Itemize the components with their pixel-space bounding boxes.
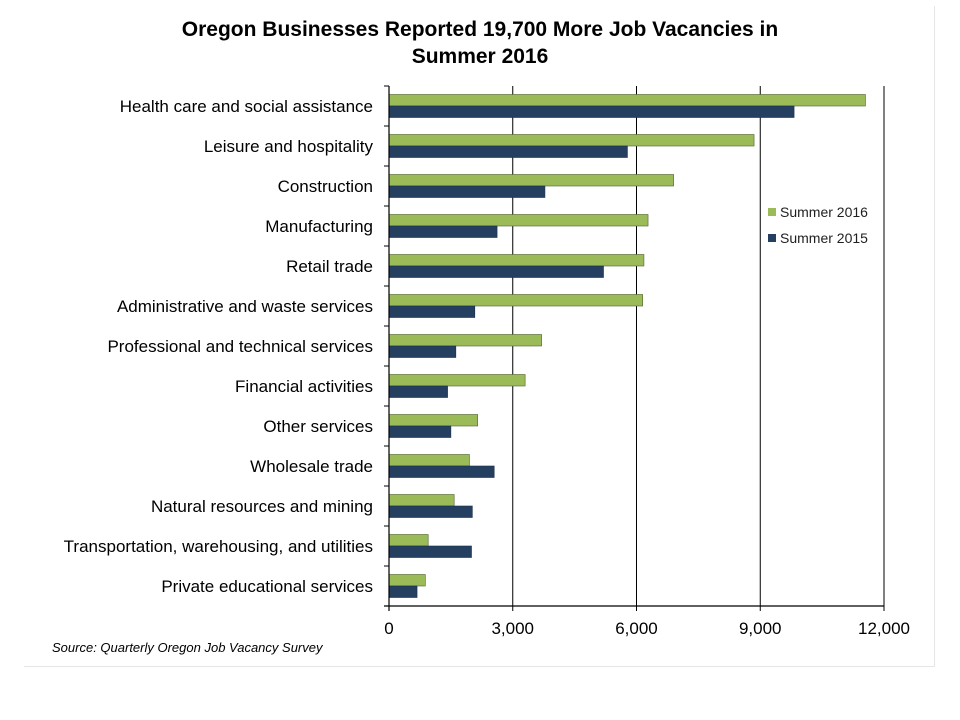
category-label-wholesale-trade: Wholesale trade: [250, 457, 373, 476]
legend-swatch-summer-2016: [768, 208, 776, 216]
category-label-other-services: Other services: [263, 417, 373, 436]
bar-summer-2016-retail-trade: [388, 254, 645, 267]
category-label-professional-and-technical-services: Professional and technical services: [107, 337, 373, 356]
bar-summer-2016-health-care-and-social-assistance: [388, 94, 866, 107]
chart-title: Oregon Businesses Reported 19,700 More J…: [182, 18, 778, 68]
category-label-private-educational-services: Private educational services: [161, 577, 373, 596]
bar-summer-2016-transportation-warehousing-and-utilities: [388, 534, 429, 547]
bar-summer-2016-manufacturing: [388, 214, 649, 227]
chart-title-line-1: Oregon Businesses Reported 19,700 More J…: [182, 18, 778, 41]
legend-swatch-summer-2015: [768, 234, 776, 242]
category-label-manufacturing: Manufacturing: [265, 217, 373, 236]
bar-summer-2015-administrative-and-waste-services: [388, 305, 476, 318]
bar-summer-2016-construction: [388, 174, 674, 187]
category-label-financial-activities: Financial activities: [235, 377, 373, 396]
bar-summer-2016-financial-activities: [388, 374, 526, 387]
bar-summer-2015-natural-resources-and-mining: [388, 505, 473, 518]
chart-frame: [24, 6, 935, 667]
legend-label-summer-2015: Summer 2015: [780, 230, 868, 246]
bars: [388, 94, 866, 598]
category-label-health-care-and-social-assistance: Health care and social assistance: [120, 97, 373, 116]
bar-summer-2015-construction: [388, 185, 546, 198]
x-tick-label-12000: 12,000: [858, 619, 910, 638]
bar-summer-2016-administrative-and-waste-services: [388, 294, 643, 307]
legend: Summer 2016 Summer 2015: [768, 204, 868, 246]
chart-title-line-2: Summer 2016: [412, 45, 549, 68]
source-note: Source: Quarterly Oregon Job Vacancy Sur…: [52, 640, 324, 655]
category-label-transportation-warehousing-and-utilities: Transportation, warehousing, and utiliti…: [64, 537, 373, 556]
x-tick-label-6000: 6,000: [615, 619, 658, 638]
category-label-leisure-and-hospitality: Leisure and hospitality: [204, 137, 374, 156]
bar-summer-2015-health-care-and-social-assistance: [388, 105, 795, 118]
bar-summer-2016-professional-and-technical-services: [388, 334, 542, 347]
legend-label-summer-2016: Summer 2016: [780, 204, 868, 220]
axes: Health care and social assistance Leisure…: [64, 85, 910, 638]
category-label-retail-trade: Retail trade: [286, 257, 373, 276]
category-label-natural-resources-and-mining: Natural resources and mining: [151, 497, 373, 516]
category-label-construction: Construction: [278, 177, 373, 196]
bar-summer-2015-other-services: [388, 425, 452, 438]
gridlines: [512, 86, 885, 606]
bar-summer-2015-financial-activities: [388, 385, 448, 398]
bar-summer-2015-retail-trade: [388, 265, 604, 278]
bar-summer-2016-wholesale-trade: [388, 454, 470, 467]
bar-summer-2015-transportation-warehousing-and-utilities: [388, 545, 472, 558]
bar-summer-2016-other-services: [388, 414, 478, 427]
x-tick-label-0: 0: [384, 619, 393, 638]
x-tick-label-9000: 9,000: [739, 619, 782, 638]
bar-summer-2016-natural-resources-and-mining: [388, 494, 455, 507]
bar-summer-2015-professional-and-technical-services: [388, 345, 457, 358]
bar-summer-2015-leisure-and-hospitality: [388, 145, 628, 158]
bar-summer-2015-wholesale-trade: [388, 465, 495, 478]
bar-summer-2016-leisure-and-hospitality: [388, 134, 755, 147]
bar-summer-2016-private-educational-services: [388, 574, 426, 587]
x-tick-label-3000: 3,000: [491, 619, 534, 638]
bar-summer-2015-manufacturing: [388, 225, 498, 238]
bar-summer-2015-private-educational-services: [388, 585, 418, 598]
category-label-administrative-and-waste-services: Administrative and waste services: [117, 297, 373, 316]
